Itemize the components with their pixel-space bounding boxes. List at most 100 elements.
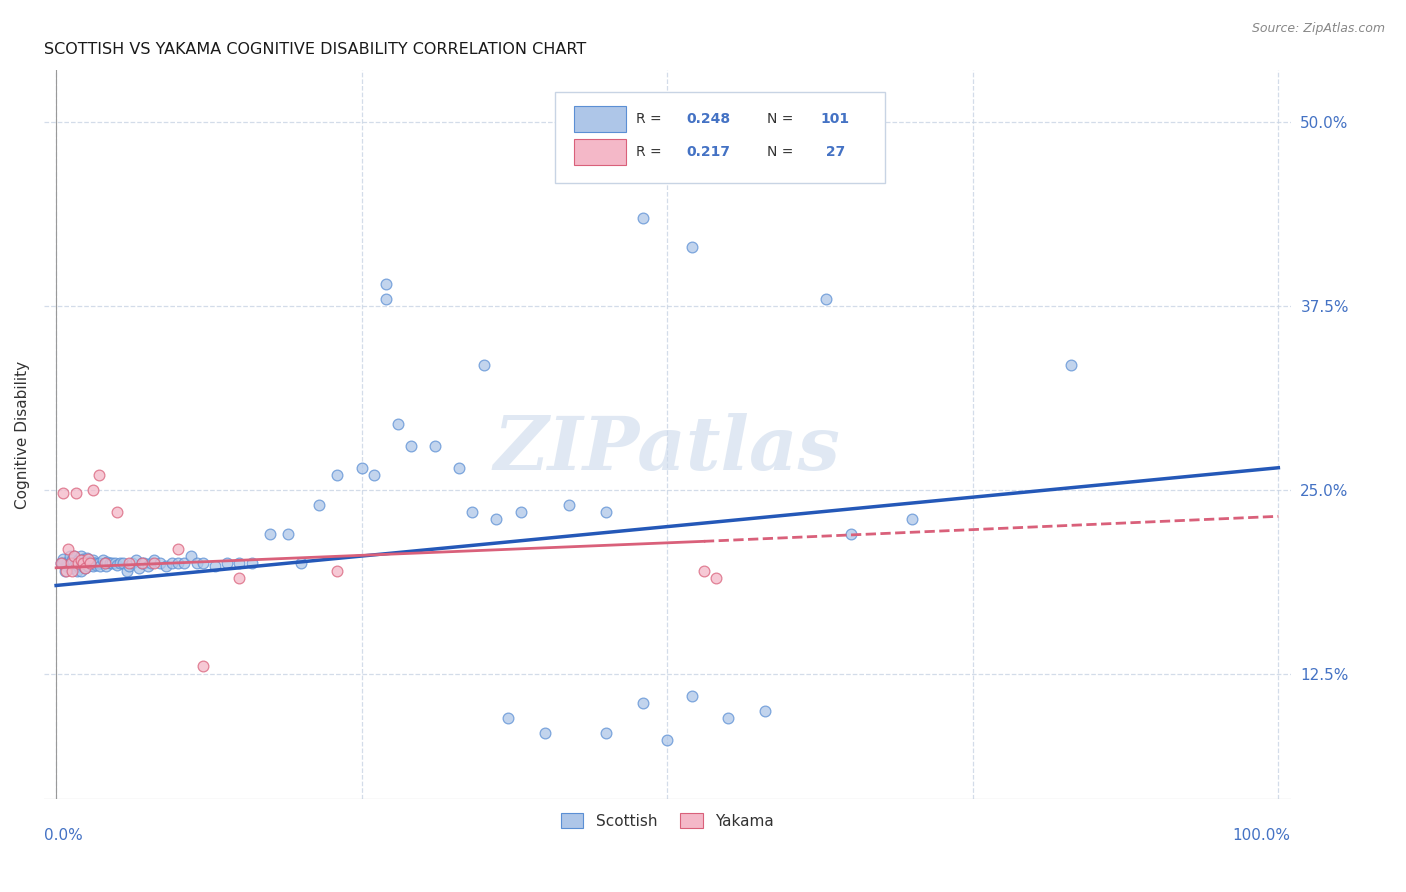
Point xyxy=(62,557,84,571)
Point xyxy=(217,557,239,571)
Point xyxy=(91,553,114,567)
Text: ZIPatlas: ZIPatlas xyxy=(494,413,841,485)
Point xyxy=(65,485,87,500)
Y-axis label: Cognitive Disability: Cognitive Disability xyxy=(15,360,30,508)
Point xyxy=(839,527,862,541)
Point xyxy=(67,557,90,571)
Point xyxy=(52,552,75,566)
Point xyxy=(79,557,101,571)
Point xyxy=(101,557,124,571)
Point xyxy=(121,557,143,571)
Point xyxy=(67,557,90,571)
Point xyxy=(86,558,108,572)
Point xyxy=(900,512,922,526)
Point xyxy=(240,557,263,571)
Point xyxy=(142,557,165,571)
Point xyxy=(66,564,89,578)
Point xyxy=(75,561,97,575)
Point xyxy=(56,555,79,569)
Point xyxy=(69,553,91,567)
Point xyxy=(191,659,214,673)
Point xyxy=(558,498,581,512)
FancyBboxPatch shape xyxy=(574,106,626,132)
Text: 0.0%: 0.0% xyxy=(44,828,83,843)
Point xyxy=(49,557,72,571)
Point xyxy=(277,527,299,541)
Point xyxy=(290,557,312,571)
Point xyxy=(70,557,93,571)
Point xyxy=(693,564,716,578)
Point xyxy=(657,733,679,747)
Point xyxy=(375,277,398,291)
Point xyxy=(326,564,349,578)
Point xyxy=(87,468,110,483)
Point xyxy=(160,557,183,571)
Point xyxy=(72,557,94,571)
Point xyxy=(53,564,76,578)
Point xyxy=(72,552,94,566)
Point xyxy=(75,561,97,575)
Text: Source: ZipAtlas.com: Source: ZipAtlas.com xyxy=(1251,22,1385,36)
Point xyxy=(308,498,330,512)
Point xyxy=(96,555,118,569)
Point xyxy=(115,564,138,578)
Point xyxy=(131,557,153,571)
Point xyxy=(77,559,100,574)
Text: R =: R = xyxy=(636,145,666,159)
Point xyxy=(63,549,86,563)
Text: 101: 101 xyxy=(821,112,849,127)
Point xyxy=(59,561,82,575)
Text: SCOTTISH VS YAKAMA COGNITIVE DISABILITY CORRELATION CHART: SCOTTISH VS YAKAMA COGNITIVE DISABILITY … xyxy=(44,42,586,57)
Point xyxy=(180,549,202,563)
Point xyxy=(118,559,141,574)
Point xyxy=(631,211,654,225)
Point xyxy=(94,557,117,571)
Point xyxy=(58,549,80,563)
Point xyxy=(387,417,409,431)
Point xyxy=(681,240,703,254)
Point xyxy=(82,559,104,574)
Point xyxy=(717,711,740,725)
Point xyxy=(423,439,446,453)
Point xyxy=(69,564,91,578)
Point xyxy=(96,559,118,574)
Point xyxy=(79,557,101,571)
Point xyxy=(704,571,727,585)
Point xyxy=(534,725,557,739)
Point xyxy=(498,711,520,725)
Point xyxy=(149,557,172,571)
Point xyxy=(681,689,703,703)
Point xyxy=(51,557,73,571)
Point xyxy=(631,696,654,710)
Point xyxy=(326,468,349,483)
Point xyxy=(509,505,531,519)
Point xyxy=(186,557,208,571)
Point xyxy=(228,557,250,571)
Point xyxy=(142,553,165,567)
Point xyxy=(55,564,77,578)
Point xyxy=(82,483,104,497)
Point xyxy=(59,557,82,571)
Point xyxy=(141,557,163,571)
Point xyxy=(80,557,103,571)
Point xyxy=(87,557,110,571)
Point xyxy=(375,292,398,306)
Point xyxy=(112,557,135,571)
Point xyxy=(449,460,471,475)
Point xyxy=(94,557,117,571)
Point xyxy=(67,559,90,574)
Point xyxy=(89,559,111,574)
Point xyxy=(52,485,75,500)
Point xyxy=(77,555,100,569)
Text: 0.217: 0.217 xyxy=(686,145,730,159)
Point xyxy=(67,553,90,567)
Point xyxy=(363,468,385,483)
Point xyxy=(65,557,87,571)
Point xyxy=(63,559,86,574)
Point xyxy=(77,552,100,566)
Point xyxy=(105,558,128,572)
Point xyxy=(472,358,495,372)
Point xyxy=(76,550,98,565)
Text: 27: 27 xyxy=(821,145,845,159)
Point xyxy=(595,505,617,519)
